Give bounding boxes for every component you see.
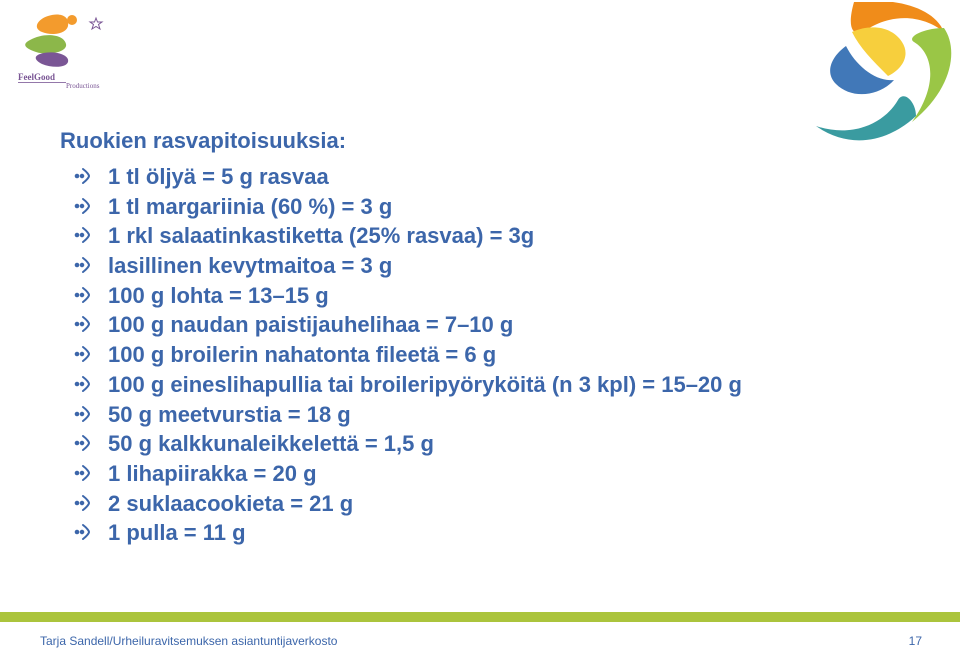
bullet-marker-icon — [72, 400, 94, 428]
bullet-text: 100 g eineslihapullia tai broileripyöryk… — [108, 372, 742, 397]
bullet-marker-icon — [72, 310, 94, 338]
svg-text:Productions: Productions — [66, 82, 100, 90]
bullet-text: 50 g kalkkunaleikkelettä = 1,5 g — [108, 431, 434, 456]
bullet-item: 50 g meetvurstia = 18 g — [88, 400, 900, 430]
bullet-text: 1 pulla = 11 g — [108, 520, 246, 545]
bullet-marker-icon — [72, 221, 94, 249]
bullet-item: lasillinen kevytmaitoa = 3 g — [88, 251, 900, 281]
bullet-item: 1 rkl salaatinkastiketta (25% rasvaa) = … — [88, 221, 900, 251]
slide-title: Ruokien rasvapitoisuuksia: — [60, 128, 900, 154]
bullet-text: lasillinen kevytmaitoa = 3 g — [108, 253, 392, 278]
bullet-item: 100 g eineslihapullia tai broileripyöryk… — [88, 370, 900, 400]
footer-text: Tarja Sandell/Urheiluravitsemuksen asian… — [40, 634, 337, 648]
bullet-list: 1 tl öljyä = 5 g rasvaa 1 tl margariinia … — [60, 162, 900, 548]
bullet-item: 1 lihapiirakka = 20 g — [88, 459, 900, 489]
bullet-marker-icon — [72, 518, 94, 546]
bullet-marker-icon — [72, 281, 94, 309]
bullet-marker-icon — [72, 162, 94, 190]
bullet-item: 1 pulla = 11 g — [88, 518, 900, 548]
bullet-text: 100 g naudan paistijauhelihaa = 7–10 g — [108, 312, 513, 337]
bullet-marker-icon — [72, 489, 94, 517]
bullet-text: 1 tl margariinia (60 %) = 3 g — [108, 194, 392, 219]
footer-bar — [0, 612, 960, 622]
bullet-item: 1 tl öljyä = 5 g rasvaa — [88, 162, 900, 192]
bullet-marker-icon — [72, 251, 94, 279]
bullet-text: 1 lihapiirakka = 20 g — [108, 461, 317, 486]
bullet-text: 100 g lohta = 13–15 g — [108, 283, 329, 308]
bullet-item: 100 g broilerin nahatonta fileetä = 6 g — [88, 340, 900, 370]
slide-content: Ruokien rasvapitoisuuksia: 1 tl öljyä = … — [60, 128, 900, 548]
bullet-marker-icon — [72, 429, 94, 457]
bullet-item: 50 g kalkkunaleikkelettä = 1,5 g — [88, 429, 900, 459]
bullet-marker-icon — [72, 370, 94, 398]
bullet-marker-icon — [72, 459, 94, 487]
bullet-text: 1 rkl salaatinkastiketta (25% rasvaa) = … — [108, 223, 534, 248]
bullet-text: 100 g broilerin nahatonta fileetä = 6 g — [108, 342, 496, 367]
logo-feelgood: FeelGood Productions — [18, 10, 128, 90]
page-number: 17 — [909, 634, 922, 648]
bullet-text: 50 g meetvurstia = 18 g — [108, 402, 351, 427]
svg-text:FeelGood: FeelGood — [18, 72, 55, 82]
bullet-item: 100 g naudan paistijauhelihaa = 7–10 g — [88, 310, 900, 340]
bullet-text: 2 suklaacookieta = 21 g — [108, 491, 353, 516]
bullet-item: 100 g lohta = 13–15 g — [88, 281, 900, 311]
bullet-item: 2 suklaacookieta = 21 g — [88, 489, 900, 519]
bullet-marker-icon — [72, 340, 94, 368]
bullet-text: 1 tl öljyä = 5 g rasvaa — [108, 164, 329, 189]
bullet-marker-icon — [72, 192, 94, 220]
bullet-item: 1 tl margariinia (60 %) = 3 g — [88, 192, 900, 222]
